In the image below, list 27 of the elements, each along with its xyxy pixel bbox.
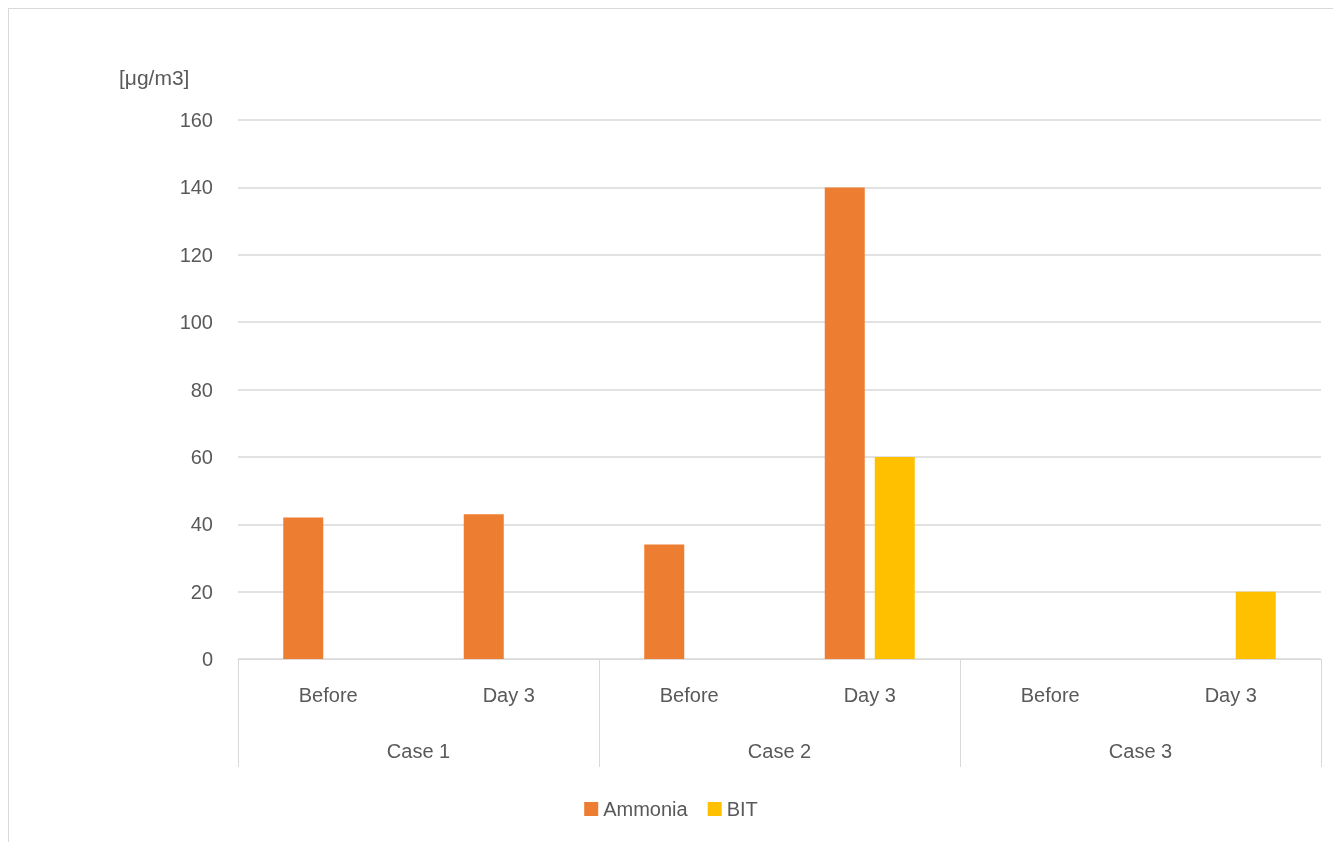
bar [874,456,915,659]
x-tick-label: Day 3 [482,684,535,706]
y-tick-label: 120 [179,243,213,266]
x-tick-label: Day 3 [1204,684,1257,706]
bar [644,544,685,659]
y-axis-title: [μg/m3] [119,66,190,89]
y-tick-label: 0 [201,648,213,670]
bar [824,187,865,659]
y-tick-label: 80 [190,378,213,401]
bar [1235,591,1276,659]
y-tick-label: 20 [190,580,213,603]
bar [283,517,324,659]
text: Case 2 [747,740,812,762]
x-tick-label: Before [659,684,719,706]
y-tick-label: 60 [190,445,213,468]
legend-label: BIT [726,798,758,820]
bar [463,514,504,659]
y-tick-label: 100 [179,311,213,334]
legend-label: Ammonia [603,798,689,820]
x-tick-label: Before [1020,684,1080,706]
x-tick-label: Before [298,684,358,706]
y-tick-label: 140 [179,176,213,199]
text: Case 3 [1108,740,1173,762]
text: Case 1 [386,740,451,762]
y-tick-label: 160 [179,109,213,131]
y-tick-label: 40 [190,513,213,536]
x-tick-label: Day 3 [843,684,896,706]
